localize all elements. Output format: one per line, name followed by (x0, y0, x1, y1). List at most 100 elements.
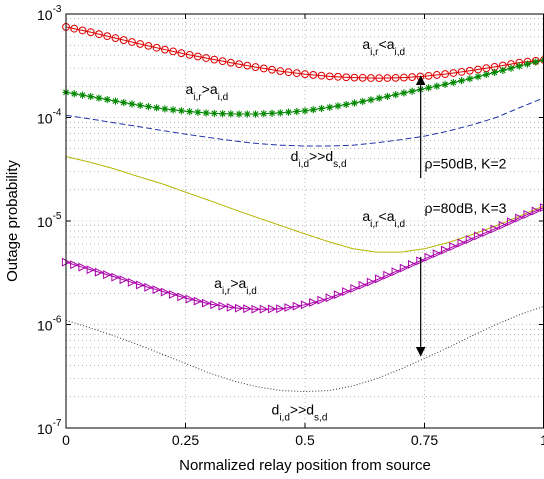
data-point (457, 238, 467, 248)
data-point (202, 109, 210, 117)
data-point (144, 282, 154, 292)
data-point (457, 67, 466, 76)
data-point (367, 74, 375, 82)
data-point (350, 99, 359, 107)
x-tick-label: 0.75 (411, 432, 438, 448)
data-point (251, 110, 260, 118)
data-point (441, 80, 449, 89)
data-point (408, 73, 417, 81)
data-point (408, 259, 417, 269)
data-point (103, 270, 112, 280)
data-point (325, 293, 335, 303)
y-tick-label: 10-7 (37, 418, 62, 437)
annotation-subscript: i,d (218, 92, 229, 103)
series-2 (62, 56, 544, 118)
data-point (160, 287, 170, 297)
series-4 (65, 156, 544, 253)
annotation-symbol: a (362, 36, 370, 52)
data-point (326, 103, 334, 111)
data-point (482, 70, 490, 79)
data-point (169, 106, 177, 114)
data-point (186, 107, 194, 116)
parameter-label-1: ρ=50dB, K=2 (425, 156, 507, 172)
data-point (169, 47, 178, 56)
data-point (425, 84, 433, 92)
annotation-drd-bot: di,d>>ds,d (272, 402, 328, 424)
data-point (499, 66, 507, 74)
data-point (103, 32, 112, 41)
annotation-subscript: s,d (314, 413, 327, 424)
data-point (276, 109, 284, 117)
annotation-subscript: i,d (394, 219, 405, 230)
data-point (243, 304, 253, 314)
annotation-arr-top-lt: ai,r<ai,d (362, 36, 405, 58)
data-point (342, 100, 350, 109)
data-point (268, 109, 276, 117)
x-tick-label: 0.5 (295, 432, 315, 448)
data-point (474, 73, 482, 81)
annotation-subscript: i,r (222, 286, 231, 297)
data-point (111, 34, 120, 43)
series-group (61, 23, 544, 393)
data-point (78, 262, 88, 272)
data-point (523, 210, 533, 219)
annotation-symbol: d (325, 148, 333, 164)
data-point (78, 26, 87, 35)
data-point (218, 57, 227, 66)
data-point (293, 107, 301, 116)
data-point (506, 217, 516, 227)
data-point (432, 71, 441, 79)
data-point (498, 220, 508, 230)
data-point (449, 78, 457, 87)
data-point (441, 245, 450, 255)
data-point (457, 77, 466, 85)
data-point (309, 106, 317, 114)
data-point (235, 60, 243, 69)
data-point (300, 300, 310, 310)
data-point (465, 234, 475, 244)
data-point (202, 54, 211, 62)
data-point (185, 50, 194, 59)
series-line (65, 26, 544, 79)
annotation-subscript: i,d (246, 286, 257, 297)
annotation-symbol: d (291, 148, 299, 164)
y-tick-exponent: -6 (53, 315, 62, 326)
annotation-subscript: i,r (370, 219, 379, 230)
y-tick-label: 10-6 (37, 315, 62, 334)
series-line (65, 207, 544, 310)
data-point (408, 87, 416, 95)
data-point (226, 58, 235, 67)
data-point (227, 110, 235, 118)
data-point (292, 69, 301, 78)
data-point (243, 61, 252, 70)
annotation-subscript: i,d (279, 413, 290, 424)
series-1 (62, 23, 544, 83)
data-point (194, 108, 202, 116)
data-point (169, 290, 178, 299)
data-point (136, 101, 144, 109)
data-point (260, 110, 268, 118)
x-tick-label: 0 (62, 432, 70, 448)
data-point (392, 91, 400, 99)
annotation-symbol: d (272, 402, 280, 418)
data-point (465, 66, 474, 75)
annotation-symbol: d (306, 402, 314, 418)
data-point (210, 109, 218, 117)
data-point (358, 280, 368, 290)
data-point (309, 71, 318, 79)
annotation-relation: < (379, 208, 387, 224)
data-point (350, 284, 360, 293)
data-point (424, 252, 434, 262)
data-point (317, 71, 326, 80)
annotation-symbol: a (214, 275, 222, 291)
data-point (144, 41, 153, 50)
data-point (161, 105, 169, 113)
series-line (65, 156, 544, 253)
series-line (65, 305, 544, 393)
annotations: ai,r<ai,dai,r>ai,ddi,d>>ds,dai,r<ai,dai,… (186, 36, 507, 424)
data-point (334, 102, 342, 110)
annotation-symbol: a (387, 36, 395, 52)
data-point (87, 92, 95, 101)
data-point (317, 104, 326, 113)
data-point (399, 263, 409, 273)
